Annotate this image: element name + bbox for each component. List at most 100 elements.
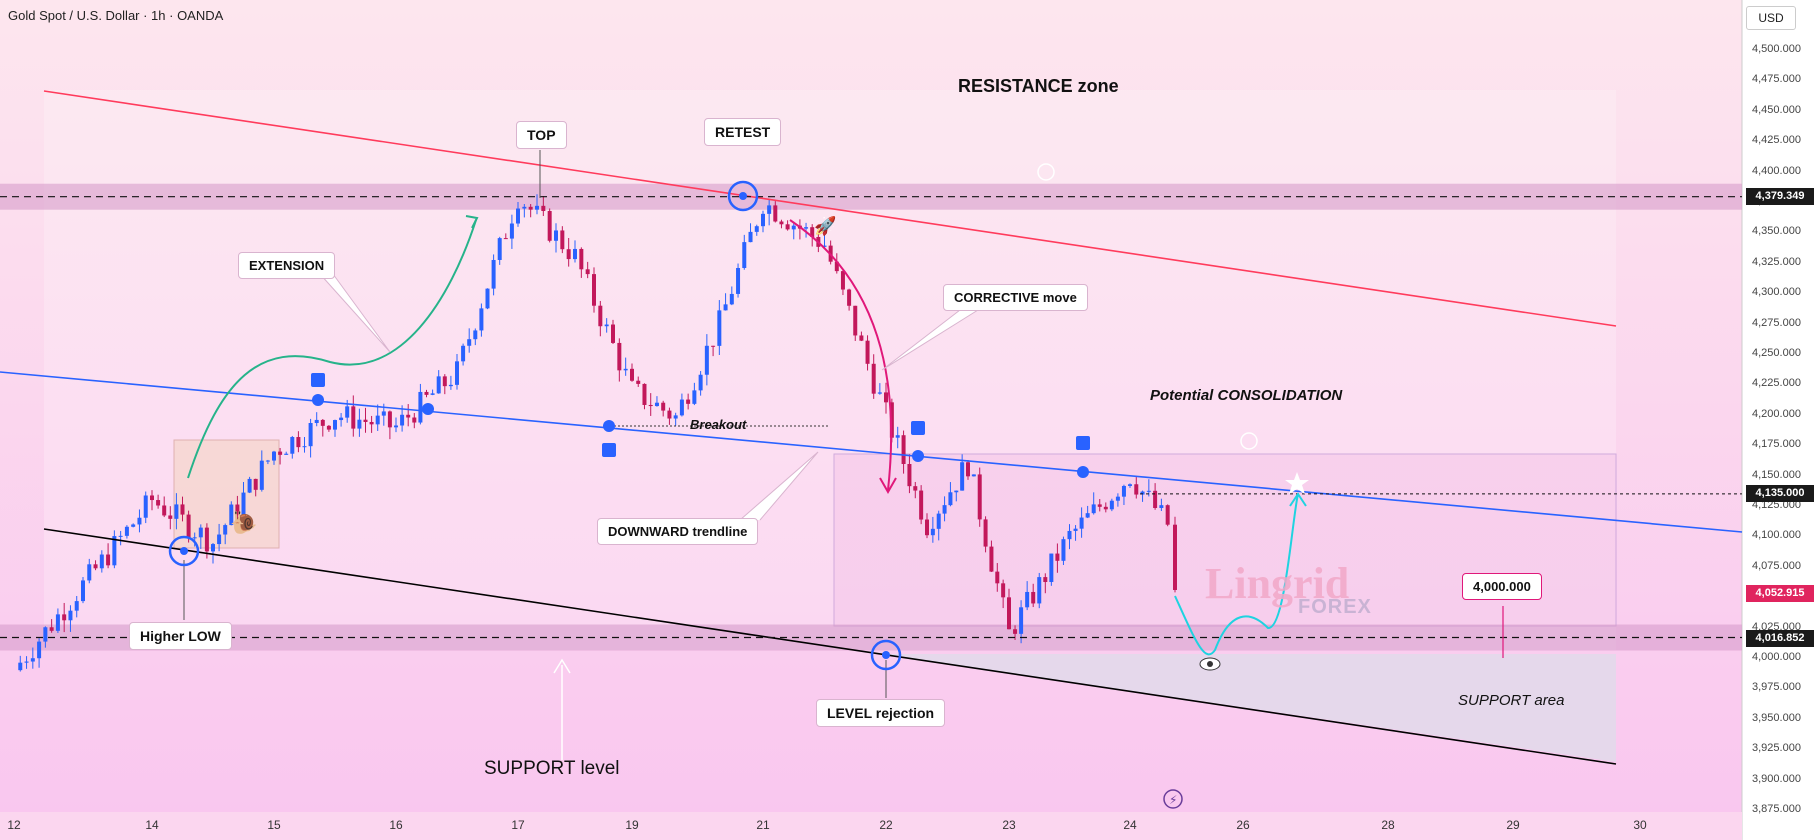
star-icon — [1285, 472, 1309, 494]
candle-body — [198, 527, 203, 538]
price-tick-label: 4,175.000 — [1752, 438, 1801, 451]
axis-background — [1742, 0, 1815, 840]
price-tick-label: 4,200.000 — [1752, 407, 1801, 420]
candle-body — [791, 225, 796, 230]
snail-icon: 🐌 — [230, 510, 257, 536]
price-tick-label: 4,400.000 — [1752, 164, 1801, 177]
candle-body — [1049, 553, 1054, 583]
candle-body — [1061, 539, 1066, 561]
candle-body — [497, 238, 502, 260]
candle-body — [901, 435, 906, 464]
candle-body — [642, 383, 647, 405]
target-price-tag: 4,135.000 — [1746, 485, 1814, 502]
pivot-circle — [168, 535, 200, 567]
alert-icon — [1037, 163, 1055, 181]
candle-body — [686, 399, 691, 404]
candle-body — [623, 368, 628, 371]
time-tick-label: 14 — [145, 818, 159, 832]
candle-body — [18, 662, 23, 671]
candle-body — [180, 504, 185, 515]
currency-button[interactable]: USD — [1746, 6, 1796, 30]
candle-body — [942, 505, 947, 514]
candle-body — [387, 411, 392, 428]
candle-body — [847, 289, 852, 306]
candle-body — [522, 206, 527, 209]
candle-body — [1001, 583, 1006, 598]
touch-point — [912, 450, 924, 462]
candle-body — [112, 536, 117, 566]
lightning-glyph: ⚡ — [1169, 793, 1177, 807]
candle-body — [99, 554, 104, 569]
candle-body — [822, 245, 827, 247]
time-tick-label: 24 — [1123, 818, 1137, 832]
candle-body — [971, 474, 976, 477]
support-level-label: SUPPORT level — [484, 758, 620, 779]
candle-body — [229, 504, 234, 526]
watermark-logo: Lingrid — [1205, 559, 1350, 608]
price-tick-label: 3,975.000 — [1752, 681, 1801, 694]
time-tick-label: 23 — [1002, 818, 1016, 832]
blue-trendline — [0, 371, 1743, 533]
price-tick-label: 4,350.000 — [1752, 225, 1801, 238]
candle-body — [93, 564, 98, 569]
candle-body — [30, 658, 35, 662]
candle-body — [1037, 577, 1042, 604]
price-tick-label: 3,900.000 — [1752, 772, 1801, 785]
candle-body — [381, 411, 386, 416]
candle-body — [1115, 496, 1120, 501]
candle-body — [412, 417, 417, 423]
price-tick-label: 4,250.000 — [1752, 347, 1801, 359]
candle-body — [717, 310, 722, 346]
corrective-label: CORRECTIVE move — [943, 284, 1088, 311]
candle-body — [296, 437, 301, 448]
candle-body — [436, 376, 441, 394]
candle-body — [37, 641, 42, 659]
candle-body — [259, 460, 264, 490]
down-marker-icon — [311, 373, 325, 387]
down-marker-icon — [911, 421, 925, 435]
candle-body — [1019, 607, 1024, 634]
price-tick-label: 4,225.000 — [1752, 377, 1801, 390]
candle-body — [560, 230, 565, 250]
candle-body — [748, 231, 753, 243]
candle-body — [106, 554, 111, 566]
time-tick-label: 19 — [625, 818, 639, 832]
candle-body — [884, 392, 888, 403]
candle-body — [1146, 490, 1151, 492]
time-tick-label: 30 — [1633, 818, 1647, 832]
candle-body — [442, 376, 447, 387]
candle-body — [919, 490, 924, 520]
support-price-tag: 4,016.852 — [1746, 630, 1814, 647]
candle-body — [1079, 517, 1084, 529]
level-rejection-label: LEVEL rejection — [816, 699, 946, 727]
candle-body — [661, 402, 666, 411]
higher-low-label: Higher LOW — [129, 622, 232, 650]
candle-body — [375, 415, 380, 425]
candle-body — [954, 490, 959, 493]
candle-body — [1134, 484, 1139, 495]
price-tick-label: 4,000.000 — [1752, 651, 1801, 663]
candle-body — [265, 460, 270, 462]
candle-body — [150, 495, 154, 501]
lightning-icon — [1163, 789, 1183, 809]
projection-path — [1174, 493, 1299, 656]
candle-body — [736, 267, 741, 294]
price-tick-label: 3,925.000 — [1752, 742, 1801, 755]
candle-body — [767, 205, 772, 214]
candle-body — [761, 213, 765, 227]
candle-body — [1085, 513, 1090, 518]
candle-body — [871, 363, 876, 394]
candle-body — [711, 345, 716, 347]
candle-body — [804, 227, 809, 229]
candle-body — [131, 524, 136, 527]
support-level-arrowhead — [553, 658, 571, 674]
down-marker-icon — [1076, 436, 1090, 450]
candle-body — [853, 305, 858, 336]
candle-body — [503, 238, 508, 240]
candle-body — [948, 492, 953, 506]
candle-body — [174, 504, 179, 519]
candle-body — [554, 230, 558, 241]
candle-body — [211, 544, 215, 552]
breakout-label: Breakout — [690, 417, 747, 432]
